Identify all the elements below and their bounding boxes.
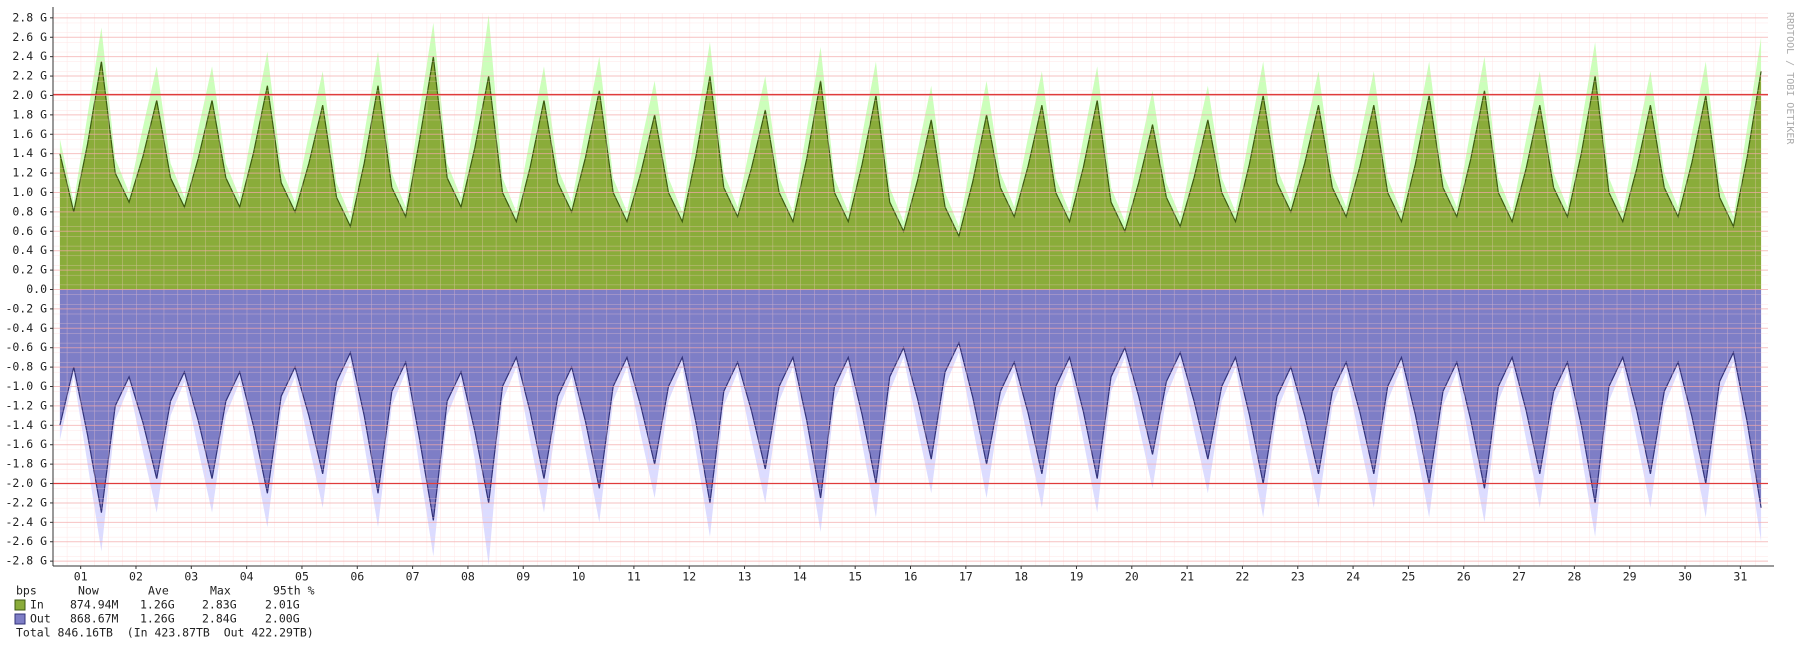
watermark: RRDTOOL / TOBI OETIKER	[1784, 12, 1795, 145]
y-tick-label: 0.4 G	[12, 243, 47, 257]
y-tick-label: 2.6 G	[12, 30, 47, 44]
y-tick-label: 0.0	[26, 282, 47, 296]
x-tick-label: 08	[461, 570, 475, 584]
x-tick-label: 02	[129, 570, 143, 584]
x-tick-label: 22	[1236, 570, 1250, 584]
x-tick-label: 23	[1291, 570, 1305, 584]
legend-total: Total 846.16TB (In 423.87TB Out 422.29TB…	[16, 626, 314, 640]
legend-stat: 874.94M	[70, 598, 119, 612]
x-tick-label: 09	[516, 570, 530, 584]
legend-stat: 868.67M	[70, 612, 119, 626]
x-tick-label: 28	[1567, 570, 1581, 584]
y-tick-label: 1.6 G	[12, 127, 47, 141]
legend-header: Max	[210, 584, 231, 598]
y-tick-label: -0.6 G	[5, 340, 47, 354]
legend-name: Out	[30, 612, 51, 626]
y-tick-label: -1.4 G	[5, 418, 47, 432]
x-tick-label: 15	[848, 570, 862, 584]
x-tick-label: 10	[572, 570, 586, 584]
y-tick-label: -2.6 G	[5, 534, 47, 548]
y-tick-label: -0.8 G	[5, 360, 47, 374]
x-tick-label: 16	[904, 570, 918, 584]
legend-stat: 1.26G	[140, 598, 175, 612]
y-tick-label: 0.2 G	[12, 263, 47, 277]
y-tick-label: 0.6 G	[12, 224, 47, 238]
y-tick-label: 1.8 G	[12, 107, 47, 121]
x-tick-label: 04	[240, 570, 254, 584]
y-tick-label: -2.4 G	[5, 515, 47, 529]
x-tick-label: 26	[1457, 570, 1471, 584]
x-tick-label: 27	[1512, 570, 1526, 584]
legend-header: bps	[16, 584, 37, 598]
x-tick-label: 30	[1678, 570, 1692, 584]
legend-stat: 2.84G	[202, 612, 237, 626]
legend-stat: 2.01G	[265, 598, 300, 612]
y-tick-label: 1.0 G	[12, 185, 47, 199]
y-tick-label: -2.2 G	[5, 495, 47, 509]
legend-swatch	[14, 599, 26, 611]
legend-header: 95th %	[273, 584, 315, 598]
y-tick-label: -2.8 G	[5, 554, 47, 568]
x-tick-label: 31	[1733, 570, 1747, 584]
y-tick-label: 2.4 G	[12, 49, 47, 63]
y-tick-label: 2.0 G	[12, 88, 47, 102]
y-tick-label: -1.0 G	[5, 379, 47, 393]
x-tick-label: 29	[1623, 570, 1637, 584]
y-tick-label: 0.8 G	[12, 204, 47, 218]
x-tick-label: 03	[184, 570, 198, 584]
x-tick-label: 14	[793, 570, 807, 584]
legend-stat: 2.00G	[265, 612, 300, 626]
legend-header: Now	[78, 584, 99, 598]
x-tick-label: 20	[1125, 570, 1139, 584]
legend-stat: 2.83G	[202, 598, 237, 612]
y-tick-label: -2.0 G	[5, 476, 47, 490]
y-tick-label: 2.8 G	[12, 10, 47, 24]
plot-area	[53, 13, 1768, 566]
y-tick-label: -1.8 G	[5, 457, 47, 471]
y-tick-label: -0.2 G	[5, 301, 47, 315]
x-tick-label: 07	[406, 570, 420, 584]
x-tick-label: 01	[74, 570, 88, 584]
x-tick-label: 06	[350, 570, 364, 584]
y-tick-label: 1.4 G	[12, 146, 47, 160]
x-tick-label: 05	[295, 570, 309, 584]
y-tick-label: -1.2 G	[5, 398, 47, 412]
y-tick-label: 2.2 G	[12, 69, 47, 83]
legend-stat: 1.26G	[140, 612, 175, 626]
x-tick-label: 24	[1346, 570, 1360, 584]
y-tick-label: 1.2 G	[12, 166, 47, 180]
x-tick-label: 21	[1180, 570, 1194, 584]
legend-header: Ave	[148, 584, 169, 598]
x-tick-label: 12	[682, 570, 696, 584]
x-tick-label: 18	[1014, 570, 1028, 584]
x-tick-label: 25	[1401, 570, 1415, 584]
y-tick-label: -1.6 G	[5, 437, 47, 451]
x-tick-label: 19	[1070, 570, 1084, 584]
x-tick-label: 13	[738, 570, 752, 584]
legend-name: In	[30, 598, 44, 612]
x-tick-label: 11	[627, 570, 641, 584]
legend-swatch	[14, 613, 26, 625]
x-tick-label: 17	[959, 570, 973, 584]
y-tick-label: -0.4 G	[5, 321, 47, 335]
